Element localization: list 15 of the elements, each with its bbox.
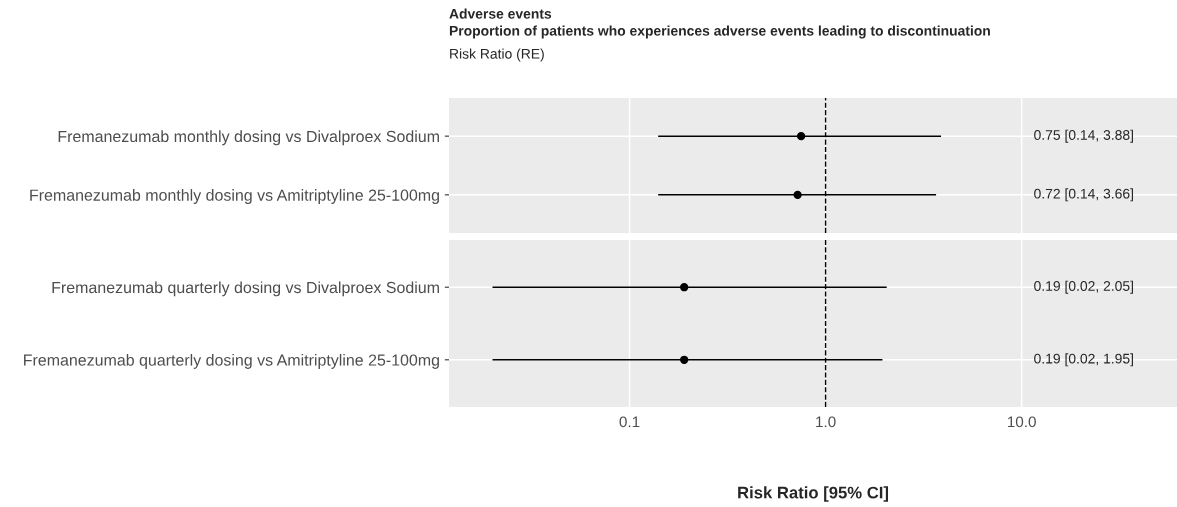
annotation: 0.19 [0.02, 2.05] [1034,280,1133,294]
x-tick-label: 1.0 [816,416,836,428]
annotation: 0.75 [0.14, 3.88] [1034,129,1133,143]
y-tick-label: Fremanezumab quarterly dosing vs Divalproex Sodium [52,281,439,297]
annotation: 0.72 [0.14, 3.66] [1034,188,1133,202]
x-axis-title: Risk Ratio [95% CI] [738,486,889,502]
y-tick-label: Fremanezumab monthly dosing vs Divalproex Sodium [58,130,439,146]
y-tick-label: Fremanezumab quarterly dosing vs Amitriptyline 25-100mg [24,354,439,369]
x-tick-label: 10.0 [1007,416,1036,428]
x-tick-label: 0.1 [619,416,640,428]
chart-subtitle: Proportion of patients who experiences adverse events leading to discontinuation [449,25,990,39]
annotation: 0.19 [0.02, 1.95] [1034,353,1133,367]
text: Risk Ratio (RE) [450,48,544,62]
y-tick-label: Fremanezumab monthly dosing vs Amitriptyline 25-100mg [30,189,439,204]
chart-title: Adverse events [449,8,552,19]
